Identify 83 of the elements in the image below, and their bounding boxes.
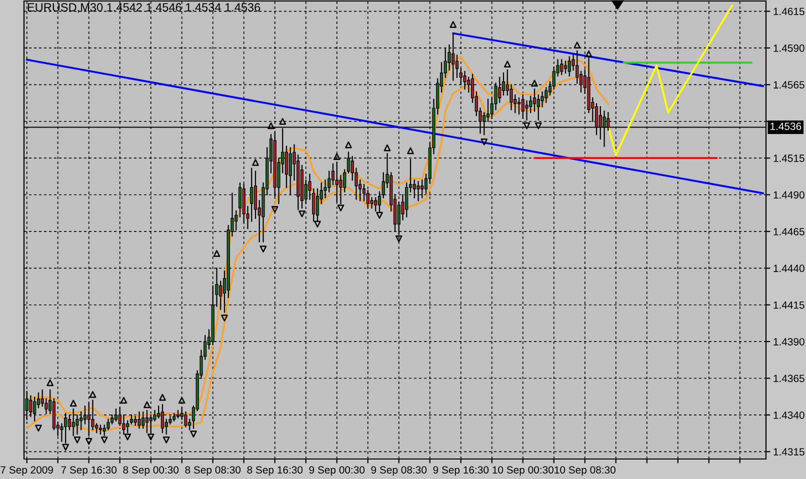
point [574,42,581,48]
point [534,122,542,130]
y-tick-label: 1.4365 [774,374,804,382]
point [314,220,321,228]
y-tick-label: 1.4415 [774,301,804,309]
candlestick [254,170,258,219]
y-tick-label: 1.4465 [774,228,804,236]
x-tick-label: 9 Sep 16:30 [433,466,489,476]
candlestick [142,411,145,429]
line-series [607,4,734,156]
candlestick [370,197,374,209]
point [407,147,414,154]
point [74,436,81,444]
point [279,118,286,125]
point [268,122,274,130]
candlestick [536,94,540,120]
candlestick [455,54,459,78]
point [124,434,132,440]
y-tick-label: 1.4515 [774,154,804,162]
candlestick [188,418,192,430]
x-tick-label: 10 Sep 08:30 [554,466,616,476]
point [480,138,488,146]
candlestick [544,87,548,103]
candlestick [576,50,579,84]
point [376,212,383,219]
point [384,144,391,152]
point [450,21,457,28]
y-tick-label: 1.4340 [774,411,804,419]
candlestick [374,197,378,212]
candlestick [564,60,568,74]
point [85,438,92,445]
point [159,394,166,401]
point [120,396,128,404]
x-tick-label: 7 Sep 16:30 [61,466,117,476]
point [585,50,592,58]
point [190,430,197,438]
y-tick-label: 1.4390 [774,338,804,346]
point [531,80,538,87]
candlestick [145,410,149,434]
point [100,436,108,444]
point [70,400,77,407]
point [89,391,96,398]
point [523,122,530,130]
point [337,204,344,212]
point [260,246,267,252]
candlestick [83,406,87,424]
point [333,153,340,160]
y-tick-label: 1.4440 [774,264,804,272]
candlestick [238,182,242,218]
y-tick-label: 1.4565 [774,81,804,89]
candlestick [560,59,564,75]
x-tick-label: 9 Sep 00:30 [309,466,365,476]
point [252,159,259,166]
candlestick [138,411,141,429]
candlestick [532,88,536,112]
x-tick-label: 9 Sep 08:30 [371,466,427,476]
point [178,396,186,404]
point [35,424,42,432]
point [221,314,228,322]
point [271,206,278,213]
x-tick-label: 10 Sep 00:30 [492,466,554,476]
y-tick-label: 1.4590 [774,44,804,52]
y-tick-label: 1.4490 [774,191,804,199]
point [62,444,69,451]
x-tick-label: 7 Sep 2009 [0,466,53,476]
point [144,401,150,408]
x-tick-label: 8 Sep 00:30 [123,466,179,476]
point [213,250,220,257]
y-tick-label: 1.4315 [774,448,804,456]
point [345,141,352,148]
candlestick [568,56,571,76]
x-tick-label: 8 Sep 08:30 [185,466,241,476]
point [504,60,511,68]
point [298,210,306,218]
ref-line-label: 1.4536 [770,122,802,130]
x-tick-label: 8 Sep 16:30 [247,466,303,476]
y-tick-label: 1.4615 [774,8,804,16]
point [147,434,154,440]
point [395,235,402,242]
candlestick [331,163,335,186]
point [46,379,54,386]
point [162,436,170,444]
candlestick [517,97,521,115]
